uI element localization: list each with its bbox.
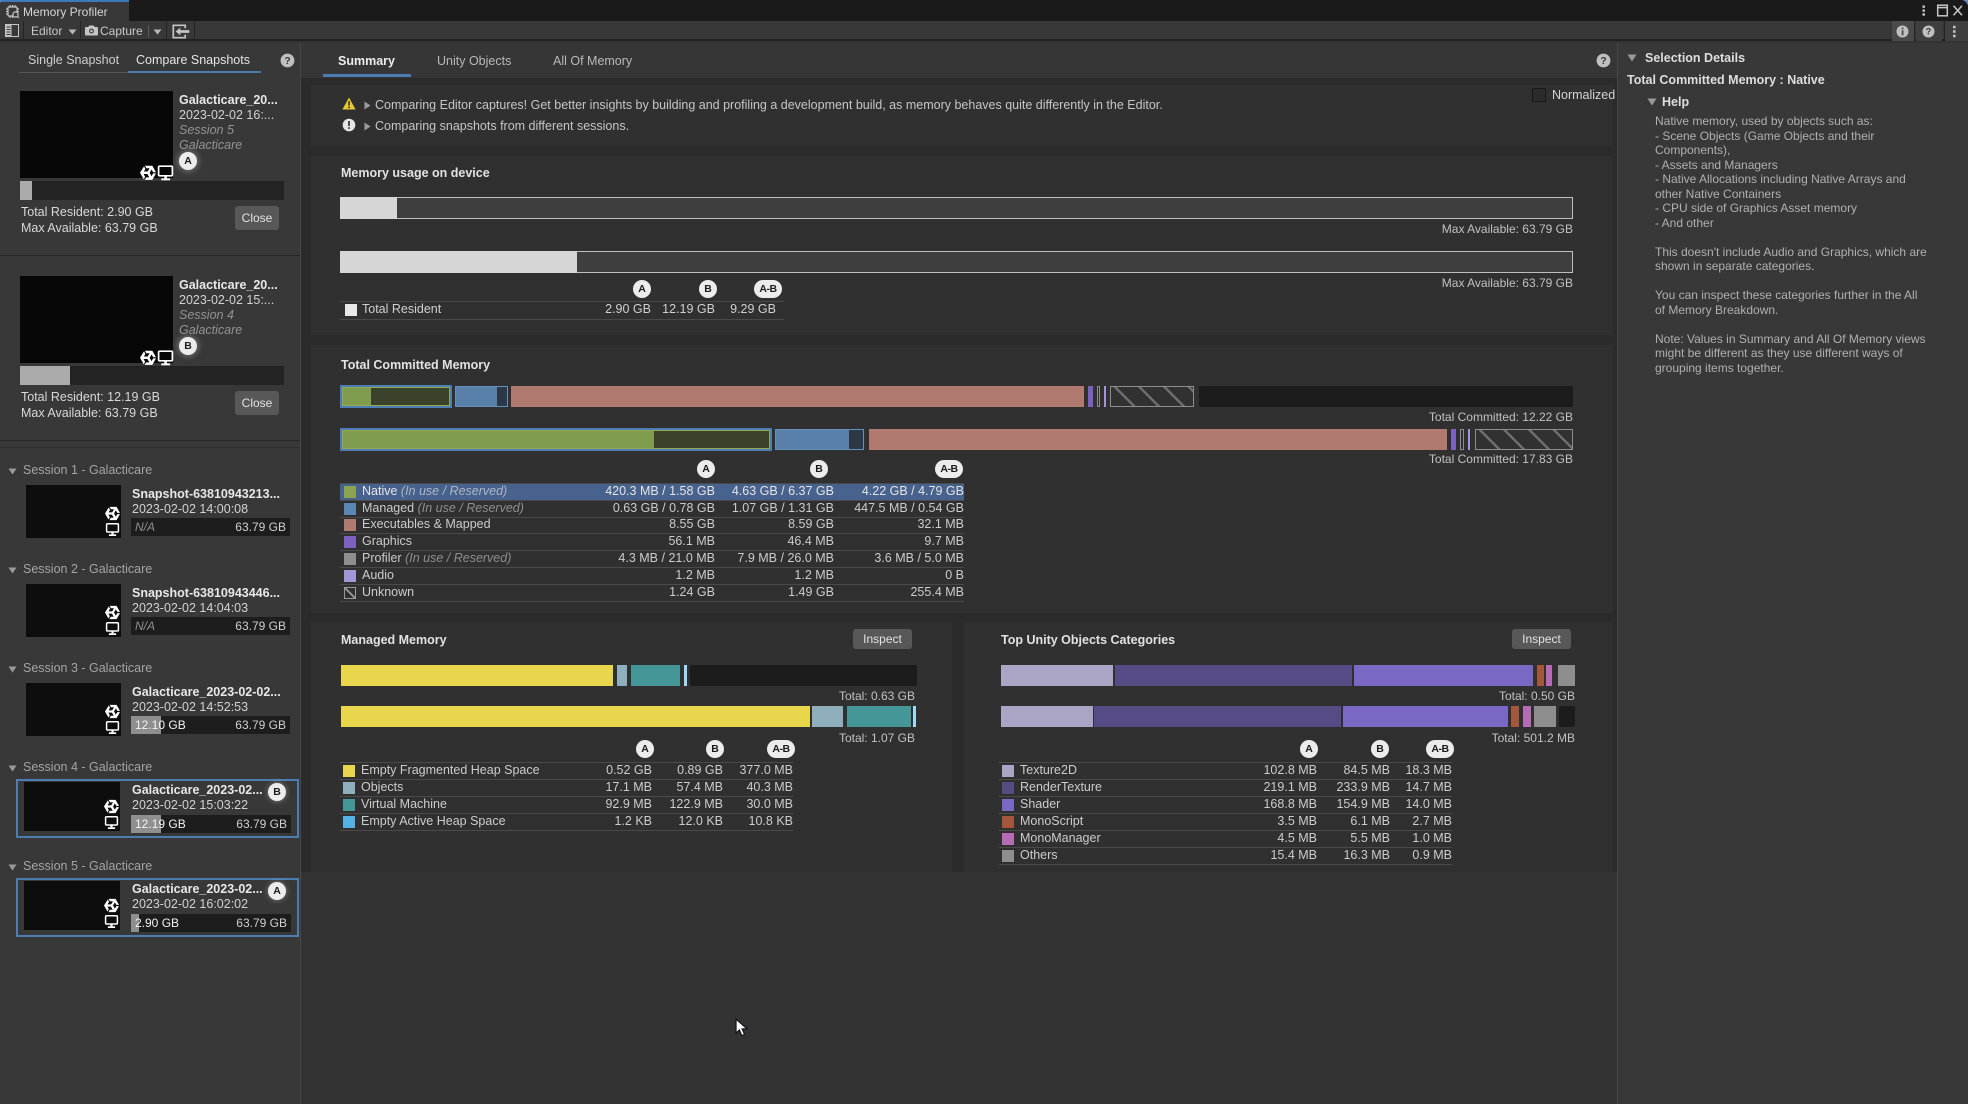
svg-text:?: ?: [284, 56, 290, 67]
svg-text:?: ?: [1600, 56, 1606, 67]
svg-text:?: ?: [1926, 27, 1932, 37]
